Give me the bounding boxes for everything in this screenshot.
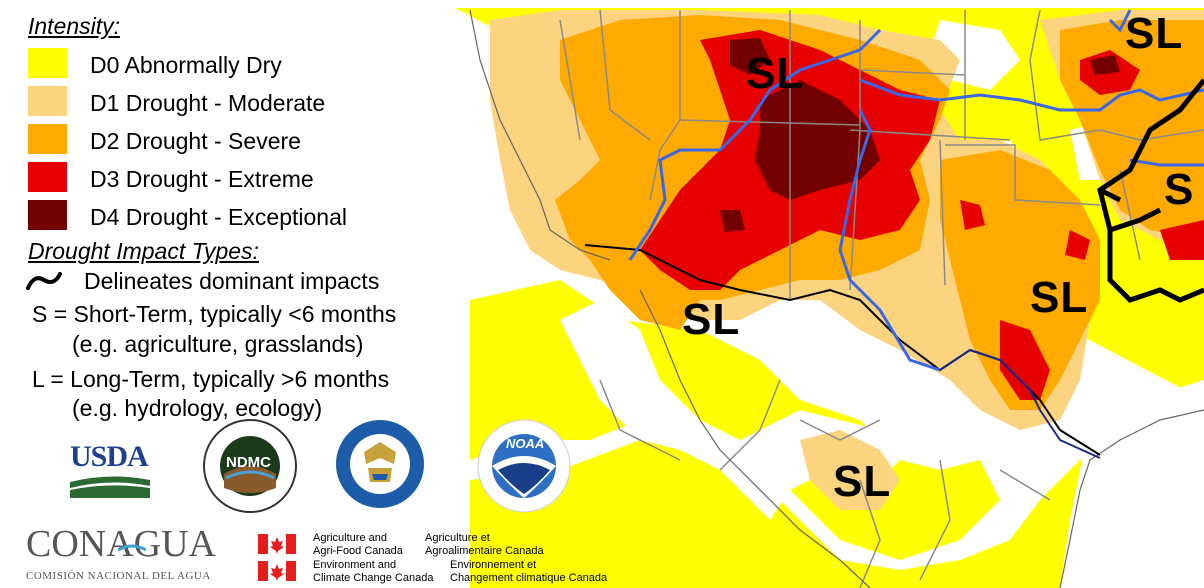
drought-area-d3 [1065, 230, 1090, 260]
conagua-logo-text: CONAGUA [26, 523, 216, 565]
drought-area-d3 [960, 200, 985, 230]
rio-grande-river [939, 348, 1101, 459]
impact-label-sl-sonora: SL [682, 295, 741, 344]
coastline [469, 9, 1204, 588]
swatch-d1 [28, 86, 67, 116]
impact-label-s-right: S [1164, 165, 1195, 214]
impact-label-sl-top-right: SL [1125, 9, 1184, 58]
commerce-seal [336, 420, 424, 508]
impact-label-sl-four-corners: SL [746, 49, 805, 98]
no-drought-area [1060, 380, 1204, 588]
agri-canada-fr: Agriculture et Agroalimentaire Canada [425, 532, 544, 557]
intensity-label-d3: D3 Drought - Extreme [90, 166, 314, 192]
intensity-heading: Intensity: [28, 13, 121, 39]
ndmc-logo-text: NDMC [226, 454, 271, 471]
drought-area-d4 [730, 38, 770, 75]
usda-logo: USDA [70, 440, 150, 498]
swatch-d0 [28, 48, 67, 78]
conagua-subtitle: COMISIÓN NACIONAL DEL AGUA [26, 570, 211, 582]
conagua-water-icon [118, 544, 146, 552]
impact-label-sl-texas: SL [1030, 273, 1089, 322]
usda-logo-text: USDA [70, 440, 149, 473]
swatch-d4 [28, 200, 67, 230]
river-basin-boundaries [628, 9, 1204, 372]
long-term-example: (e.g. hydrology, ecology) [72, 395, 323, 421]
state-boundaries [559, 9, 1204, 588]
short-term-example: (e.g. agriculture, grasslands) [72, 331, 364, 357]
impact-label-sl-chihuahua: SL [833, 457, 892, 506]
short-term-label: S = Short-Term, typically <6 months [32, 301, 397, 327]
intensity-label-d0: D0 Abnormally Dry [90, 52, 282, 78]
intensity-label-d2: D2 Drought - Severe [90, 128, 301, 154]
env-canada-fr: Environnement et Changement climatique Ca… [450, 559, 608, 584]
us-mexico-border [584, 244, 1101, 456]
drought-area-d4 [755, 80, 880, 200]
long-term-label: L = Long-Term, typically >6 months [32, 366, 390, 392]
drought-area-d3 [1000, 320, 1050, 400]
delineates-label: Delineates dominant impacts [84, 268, 380, 294]
impact-delineation-lines [1097, 78, 1204, 303]
drought-area-d1 [800, 430, 900, 510]
usda-landscape-icon [70, 476, 150, 498]
drought-area-d4 [1090, 55, 1120, 75]
impact-heading: Drought Impact Types: [28, 238, 259, 264]
intensity-label-d1: D1 Drought - Moderate [90, 90, 326, 116]
noaa-seal [477, 419, 571, 513]
legend-panel: Intensity: D0 Abnormally Dry D1 Drought … [0, 0, 607, 588]
delineation-line-icon [26, 272, 62, 290]
canada-flag-icon [258, 561, 296, 581]
swatch-d2 [28, 124, 67, 154]
swatch-d3 [28, 162, 67, 192]
drought-area-d4 [720, 210, 745, 232]
intensity-label-d4: D4 Drought - Exceptional [90, 204, 347, 230]
noaa-logo-text: NOAA [506, 436, 545, 451]
canada-flag-icon [258, 534, 296, 554]
drought-area-d3 [1160, 220, 1204, 260]
agri-canada-en: Agriculture and Agri-Food Canada [313, 532, 403, 557]
env-canada-en: Environment and Climate Change Canada [313, 559, 434, 584]
ndmc-seal [203, 419, 297, 513]
